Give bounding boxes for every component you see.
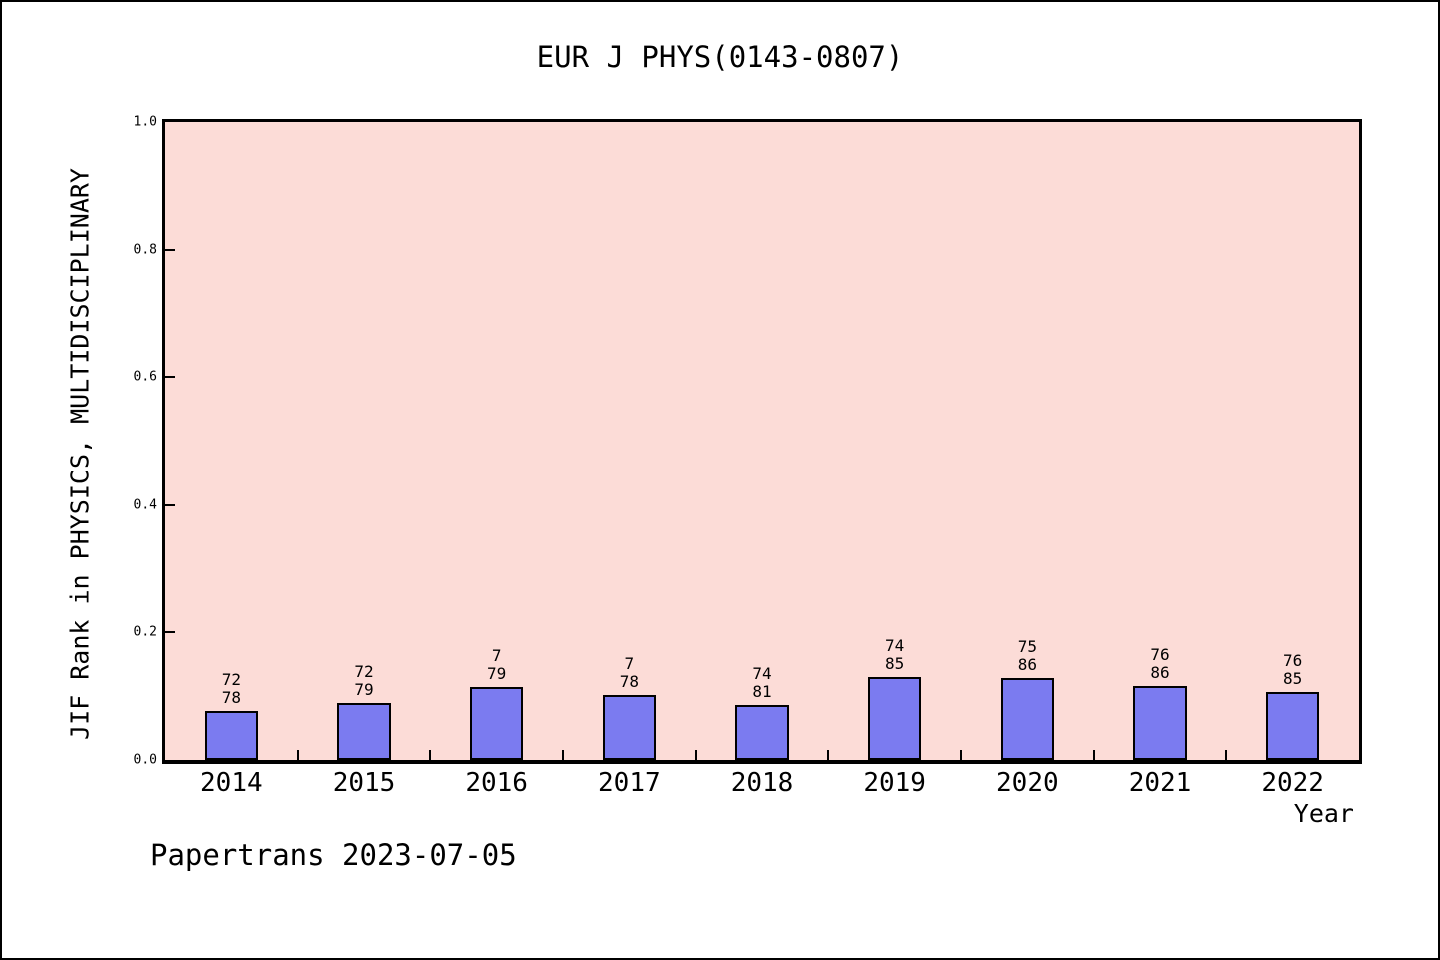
y-axis-title: JIF Rank in PHYSICS, MULTIDISCIPLINARY bbox=[65, 168, 95, 740]
bar-value-line: 85 bbox=[885, 654, 905, 674]
x-tick-label: 2022 bbox=[1261, 768, 1324, 798]
y-tick-label: 0.6 bbox=[133, 369, 157, 385]
bar bbox=[337, 703, 391, 760]
bar-value-label: 7 79 bbox=[457, 647, 537, 683]
bar-value-line: 7 bbox=[624, 653, 635, 673]
plot-area: 0.0 0.2 0.4 0.6 0.8 1.0 72 78 2014 72 79 2015 7 79 201… bbox=[134, 115, 1362, 798]
y-tick-label: 0.0 bbox=[133, 752, 157, 768]
watermark-text: Papertrans 2023-07-05 bbox=[150, 838, 517, 872]
x-tick-label: 2015 bbox=[332, 768, 396, 798]
y-tick-mark bbox=[165, 631, 175, 634]
x-tick-mark bbox=[694, 750, 697, 760]
bar-value-line: 74 bbox=[885, 636, 905, 656]
bar-value-label: 76 85 bbox=[1253, 652, 1333, 688]
x-tick-mark bbox=[429, 750, 432, 760]
bar bbox=[1000, 678, 1054, 760]
bar-value-line: 76 bbox=[1283, 651, 1303, 671]
x-axis-title: Year bbox=[1293, 799, 1354, 828]
bar bbox=[1133, 685, 1187, 760]
bar-value-line: 79 bbox=[487, 664, 507, 684]
bar-value-line: 78 bbox=[619, 671, 639, 691]
y-tick-label: 0.2 bbox=[133, 624, 157, 640]
bar bbox=[868, 677, 922, 760]
y-tick-label: 0.8 bbox=[133, 242, 157, 258]
bar-value-label: 74 81 bbox=[722, 663, 802, 701]
bar-value-line: 86 bbox=[1017, 655, 1037, 675]
bar bbox=[602, 694, 656, 760]
x-tick-label: 2017 bbox=[598, 768, 661, 798]
bar-value-label: 72 79 bbox=[324, 663, 404, 699]
x-tick-label: 2021 bbox=[1128, 768, 1192, 798]
x-tick-label: 2018 bbox=[730, 768, 794, 798]
bar bbox=[735, 704, 789, 760]
x-tick-mark bbox=[562, 750, 564, 760]
x-tick-label: 2019 bbox=[863, 768, 926, 798]
x-tick-label: 2016 bbox=[465, 768, 528, 798]
bar bbox=[470, 687, 524, 760]
bar-value-line: 72 bbox=[354, 662, 374, 682]
bar-value-line: 85 bbox=[1283, 669, 1303, 689]
bar-value-line: 72 bbox=[221, 669, 241, 689]
x-tick-mark bbox=[1225, 750, 1228, 760]
bar-value-line: 7 bbox=[491, 646, 502, 666]
bar-value-line: 76 bbox=[1150, 644, 1170, 664]
bar-value-label: 75 86 bbox=[987, 638, 1067, 674]
y-tick-label: 0.4 bbox=[133, 497, 157, 513]
bar bbox=[204, 710, 258, 760]
y-tick-mark bbox=[165, 248, 175, 251]
y-tick-label: 1.0 bbox=[133, 114, 157, 130]
bar-value-line: 75 bbox=[1017, 637, 1037, 657]
x-tick-mark bbox=[1092, 750, 1095, 760]
bar-value-line: 81 bbox=[752, 681, 772, 701]
bar bbox=[1266, 692, 1320, 760]
bar-value-label: 72 78 bbox=[191, 669, 271, 707]
y-tick-mark bbox=[165, 503, 175, 506]
bar-value-line: 78 bbox=[221, 687, 241, 707]
bar-value-line: 74 bbox=[752, 663, 772, 683]
bar-value-label: 7 78 bbox=[589, 653, 669, 691]
bar-value-line: 86 bbox=[1150, 662, 1170, 682]
x-tick-label: 2020 bbox=[996, 768, 1059, 798]
bar-value-line: 79 bbox=[354, 680, 374, 700]
x-tick-mark bbox=[827, 750, 830, 760]
chart-title: EUR J PHYS(0143-0807) bbox=[536, 40, 904, 74]
x-tick-mark bbox=[960, 750, 962, 760]
bar-value-label: 74 85 bbox=[855, 637, 935, 673]
bar-value-label: 76 86 bbox=[1120, 644, 1200, 682]
x-tick-mark bbox=[296, 750, 299, 760]
x-tick-label: 2014 bbox=[200, 768, 263, 798]
y-tick-mark bbox=[165, 376, 175, 379]
